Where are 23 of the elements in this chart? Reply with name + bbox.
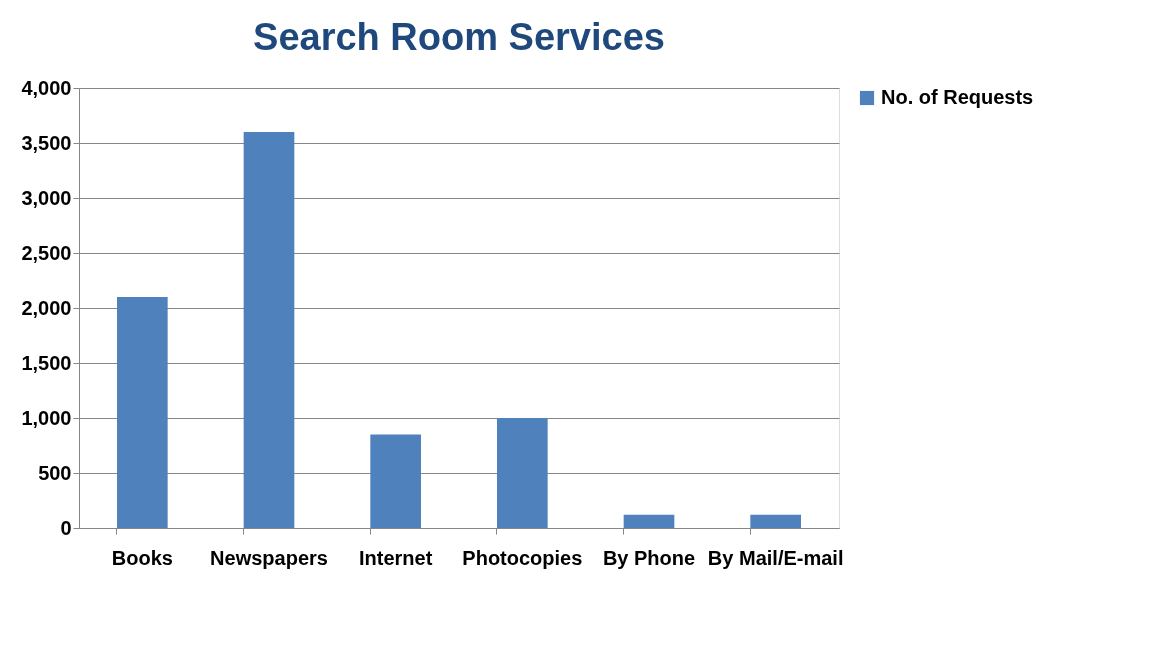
y-tick-label: 3,500 <box>21 131 72 154</box>
bar <box>370 434 421 528</box>
legend-label: No. of Requests <box>881 86 1034 108</box>
x-tick-label: By Phone <box>602 546 696 569</box>
bar <box>243 132 295 528</box>
y-tick-label: 500 <box>38 461 72 484</box>
y-tick-label: 2,500 <box>21 241 72 264</box>
y-tick-label: 3,000 <box>21 186 72 209</box>
x-tick-label: Books <box>111 546 173 569</box>
x-tick-label: Newspapers <box>210 546 328 569</box>
bar <box>117 297 168 528</box>
y-tick-label: 2,000 <box>21 296 72 319</box>
chart-title: Search Room Services <box>253 16 665 58</box>
bar <box>497 418 548 528</box>
x-tick-label: Internet <box>358 546 433 569</box>
y-tick-label: 0 <box>60 516 72 539</box>
y-tick-label: 1,000 <box>21 406 72 429</box>
bar <box>623 514 675 528</box>
y-tick-label: 4,000 <box>21 76 72 99</box>
bar <box>750 514 801 528</box>
y-tick-label: 1,500 <box>21 351 72 374</box>
x-tick-label: By Mail/E-mail <box>707 546 844 569</box>
x-tick-label: Photocopies <box>462 546 583 569</box>
